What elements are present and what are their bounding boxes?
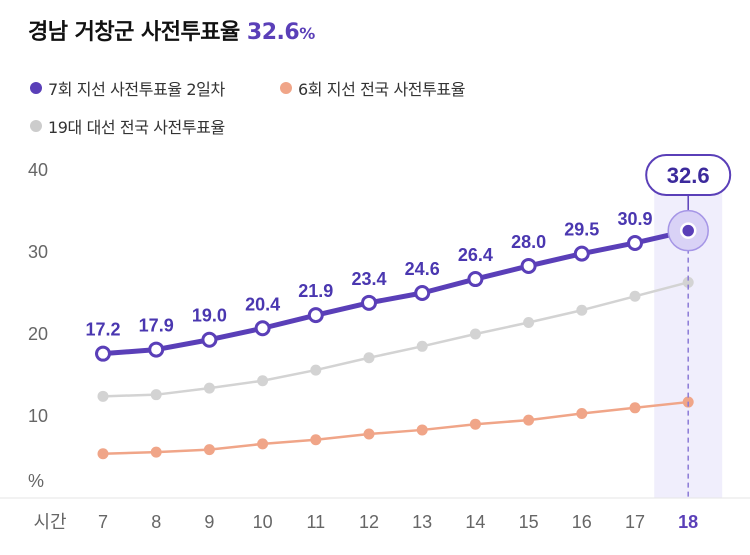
data-label: 26.4 [458, 245, 493, 265]
series-line [101, 281, 690, 398]
x-axis-label: 시간 [33, 512, 66, 532]
data-point [95, 345, 111, 362]
y-axis-label: % [28, 471, 44, 491]
x-tick-label: 13 [412, 512, 432, 532]
data-point [629, 402, 641, 414]
data-point [363, 352, 375, 364]
data-label: 20.4 [245, 294, 280, 314]
x-tick-label: 17 [625, 512, 645, 532]
data-point [254, 320, 271, 337]
legend-label: 7회 지선 사전투표율 2일차 [48, 80, 225, 99]
data-point [467, 271, 484, 288]
legend-dot-icon [30, 82, 42, 94]
data-point [469, 328, 481, 340]
x-tick-label: 18 [678, 512, 698, 532]
x-tick-label: 11 [306, 512, 325, 532]
data-point [307, 307, 324, 324]
legend-label: 6회 지선 전국 사전투표율 [298, 80, 466, 99]
chart-title: 경남 거창군 사전투표율 32.6% [28, 14, 315, 46]
x-tick-label: 10 [253, 512, 273, 532]
x-tick-label: 16 [572, 512, 592, 532]
data-point [469, 418, 481, 430]
y-tick-label: 40 [28, 160, 48, 180]
x-tick-label: 12 [359, 512, 379, 532]
data-label: 24.6 [405, 259, 440, 279]
data-label: 23.4 [351, 269, 386, 289]
data-point [203, 444, 215, 456]
data-point [201, 331, 218, 348]
data-point [257, 375, 269, 387]
data-label: 17.9 [139, 316, 174, 336]
x-tick-label: 8 [151, 512, 161, 532]
data-label: 29.5 [564, 220, 599, 240]
data-point [414, 285, 431, 301]
y-tick-label: 20 [28, 324, 48, 344]
series-line [100, 228, 691, 357]
data-point [520, 257, 537, 274]
data-point [523, 317, 535, 329]
data-point [416, 424, 428, 436]
data-point [576, 304, 588, 316]
data-label: 21.9 [298, 281, 333, 301]
data-point [310, 364, 322, 376]
series-line [101, 400, 690, 455]
data-label: 28.0 [511, 232, 546, 252]
data-point [257, 438, 269, 450]
title-value: 32.6 [246, 20, 300, 45]
data-point [682, 276, 694, 288]
title-main: 경남 거창군 사전투표율 [28, 20, 240, 45]
callout-box [645, 154, 732, 196]
data-point [416, 340, 428, 352]
legend-item-series-1: 7회 지선 사전투표율 2일차 [30, 76, 225, 100]
data-point [150, 389, 162, 401]
x-tick-label: 9 [204, 512, 214, 532]
x-tick-label: 14 [465, 512, 485, 532]
callout-label: 32.6 [667, 163, 710, 188]
data-point [310, 434, 322, 446]
legend-item-series-3: 19대 대선 전국 사전투표율 [30, 114, 225, 138]
data-point [203, 382, 215, 394]
legend-item-series-2: 6회 지선 전국 사전투표율 [280, 76, 465, 100]
data-point [573, 245, 590, 262]
data-point [523, 414, 535, 426]
data-label: 19.0 [192, 306, 227, 326]
x-tick-label: 15 [519, 512, 539, 532]
data-label: 30.9 [617, 209, 652, 229]
title-unit: % [299, 24, 315, 43]
data-point [627, 234, 643, 251]
data-point [148, 341, 165, 358]
x-tick-label: 7 [98, 512, 108, 532]
data-point [150, 446, 162, 458]
data-point [361, 294, 377, 311]
data-point [97, 448, 109, 460]
legend-dot-icon [30, 120, 42, 132]
data-point [576, 408, 588, 420]
data-point [363, 428, 375, 440]
data-point [629, 290, 641, 302]
highlight-point [679, 222, 697, 239]
data-label: 17.2 [85, 320, 120, 340]
y-tick-label: 30 [28, 242, 48, 262]
legend-dot-icon [280, 82, 292, 94]
legend-label: 19대 대선 전국 사전투표율 [48, 118, 225, 137]
y-tick-label: 10 [28, 406, 48, 426]
data-point [97, 390, 109, 402]
